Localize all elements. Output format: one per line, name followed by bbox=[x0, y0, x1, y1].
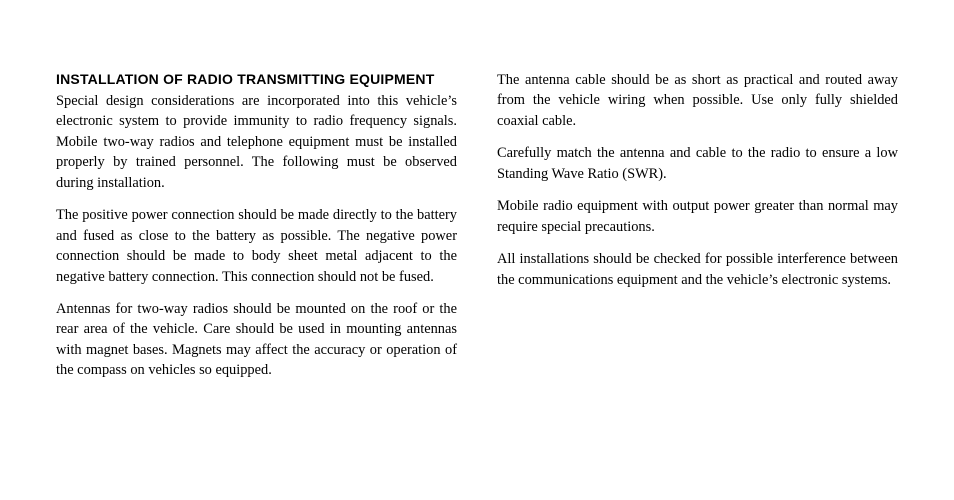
two-column-layout: INSTALLATION OF RADIO TRANSMITTING EQUIP… bbox=[56, 70, 898, 460]
body-paragraph: All installations should be checked for … bbox=[497, 249, 898, 290]
document-page: INSTALLATION OF RADIO TRANSMITTING EQUIP… bbox=[0, 0, 954, 500]
body-paragraph: The positive power connection should be … bbox=[56, 205, 457, 287]
body-paragraph: Antennas for two-way radios should be mo… bbox=[56, 299, 457, 381]
body-paragraph: The antenna cable should be as short as … bbox=[497, 70, 898, 131]
body-paragraph: Mobile radio equipment with output power… bbox=[497, 196, 898, 237]
body-paragraph: Special design considerations are incorp… bbox=[56, 91, 457, 193]
section-heading: INSTALLATION OF RADIO TRANSMITTING EQUIP… bbox=[56, 70, 457, 89]
body-paragraph: Carefully match the antenna and cable to… bbox=[497, 143, 898, 184]
